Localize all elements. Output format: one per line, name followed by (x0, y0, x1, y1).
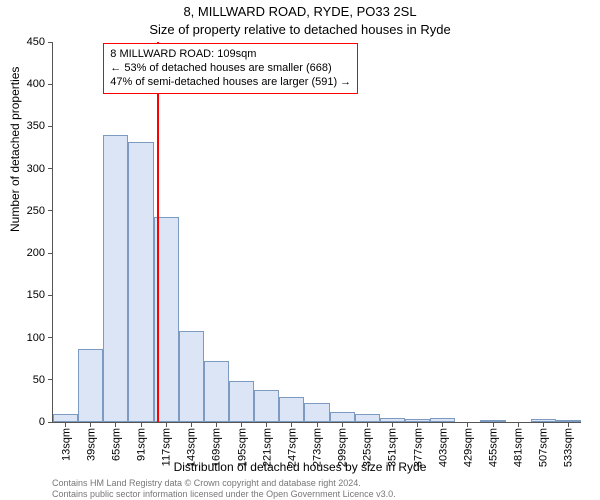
x-tick-label: 91sqm (135, 422, 148, 461)
y-tick (48, 379, 53, 380)
y-tick-label: 0 (39, 416, 45, 428)
histogram-bar (254, 390, 279, 422)
bars-layer (53, 42, 581, 422)
y-tick-label: 100 (27, 332, 45, 344)
callout-line-3: 47% of semi-detached houses are larger (… (110, 76, 351, 90)
y-tick-label: 50 (33, 374, 45, 386)
footer-line-2: Contains public sector information licen… (52, 489, 396, 499)
y-tick (48, 422, 53, 423)
plot-area: 050100150200250300350400450 13sqm39sqm65… (52, 42, 581, 423)
histogram-bar (204, 361, 229, 422)
y-tick-label: 400 (27, 78, 45, 90)
reference-line (157, 42, 159, 422)
y-tick (48, 253, 53, 254)
histogram-bar (279, 397, 304, 422)
histogram-bar (229, 381, 254, 422)
callout-line-1: 8 MILLWARD ROAD: 109sqm (110, 48, 351, 62)
chart-title-line1: 8, MILLWARD ROAD, RYDE, PO33 2SL (0, 4, 600, 19)
y-tick (48, 337, 53, 338)
chart-container: { "titles": { "line1": "8, MILLWARD ROAD… (0, 0, 600, 500)
y-tick (48, 42, 53, 43)
x-tick-label: 65sqm (109, 422, 122, 461)
histogram-bar (78, 349, 103, 422)
chart-title-line2: Size of property relative to detached ho… (0, 22, 600, 37)
y-tick-label: 250 (27, 205, 45, 217)
callout-box: 8 MILLWARD ROAD: 109sqm ← 53% of detache… (103, 43, 358, 94)
y-tick-label: 450 (27, 36, 45, 48)
histogram-bar (330, 412, 355, 422)
histogram-bar (355, 414, 380, 422)
histogram-bar (103, 135, 128, 422)
y-axis-label: Number of detached properties (8, 67, 22, 232)
y-tick (48, 210, 53, 211)
footer-line-1: Contains HM Land Registry data © Crown c… (52, 478, 361, 488)
histogram-bar (128, 142, 153, 422)
x-tick-label: 39sqm (84, 422, 97, 461)
y-tick-label: 350 (27, 120, 45, 132)
y-tick (48, 126, 53, 127)
x-tick-label: 13sqm (59, 422, 72, 461)
histogram-bar (53, 414, 78, 422)
histogram-bar (304, 403, 329, 422)
y-tick (48, 295, 53, 296)
x-axis-label: Distribution of detached houses by size … (0, 460, 600, 474)
y-tick-label: 150 (27, 289, 45, 301)
y-tick (48, 84, 53, 85)
y-tick-label: 300 (27, 163, 45, 175)
callout-line-2: ← 53% of detached houses are smaller (66… (110, 62, 351, 76)
y-tick (48, 168, 53, 169)
histogram-bar (179, 331, 204, 422)
y-tick-label: 200 (27, 247, 45, 259)
